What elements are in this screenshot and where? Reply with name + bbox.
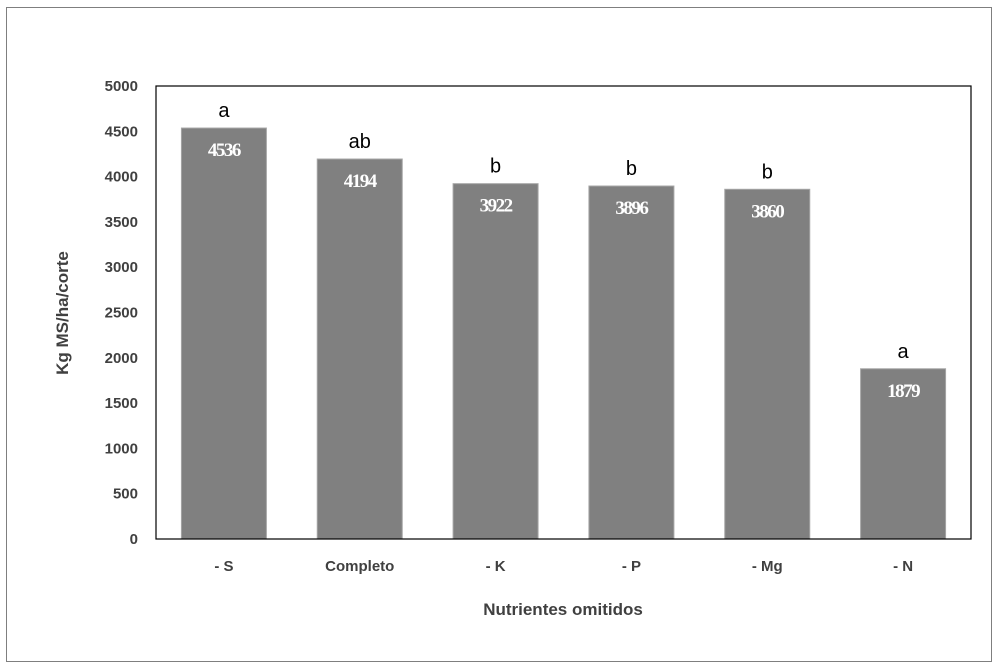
bar (316, 158, 403, 540)
x-tick-label: - N (893, 558, 913, 575)
bar (180, 127, 267, 540)
y-tick-label: 0 (130, 531, 138, 548)
bar-value-label: 3922 (480, 196, 513, 217)
bar-value-label: 3896 (615, 198, 648, 219)
bar (860, 368, 947, 540)
x-tick-label: - Mg (752, 558, 783, 575)
bar (452, 183, 539, 540)
significance-letter: a (218, 100, 230, 122)
x-tick-label: - K (486, 558, 506, 575)
significance-letter: b (762, 161, 773, 183)
x-axis-title: Nutrientes omitidos (483, 600, 643, 619)
y-tick-label: 3000 (105, 259, 138, 276)
plot-area-border (155, 85, 972, 540)
bar-value-label: 4194 (344, 171, 378, 192)
y-tick-label: 3500 (105, 214, 138, 231)
x-axis-ticks: - S Completo - K - P - Mg - N (214, 558, 913, 575)
y-tick-label: 1500 (105, 395, 138, 412)
bar-value-label: 3860 (751, 201, 784, 222)
y-tick-label: 5000 (105, 78, 138, 95)
bar (588, 185, 675, 540)
y-tick-label: 2000 (105, 350, 138, 367)
significance-letter: a (898, 341, 910, 363)
y-tick-label: 2500 (105, 305, 138, 322)
y-tick-label: 4500 (105, 123, 138, 140)
bar-value-label: 1879 (887, 381, 920, 402)
y-tick-label: 1000 (105, 440, 138, 457)
significance-letter: ab (349, 131, 371, 153)
x-tick-label: Completo (325, 558, 394, 575)
significance-letter: b (626, 158, 637, 180)
y-axis-title: Kg MS/ha/corte (53, 251, 72, 375)
x-tick-label: - S (214, 558, 233, 575)
y-tick-label: 4000 (105, 169, 138, 186)
y-axis-ticks: 0 500 1000 1500 2000 2500 3000 3500 4000 4500 5000 (105, 78, 138, 548)
bar (724, 188, 811, 540)
y-tick-label: 500 (113, 486, 138, 503)
bar-value-label: 4536 (208, 140, 241, 161)
significance-letter: b (490, 156, 501, 178)
bars: 4536 a 4194 ab 3922 b 3896 b 3860 b 1879 a (180, 100, 947, 540)
x-tick-label: - P (622, 558, 641, 575)
